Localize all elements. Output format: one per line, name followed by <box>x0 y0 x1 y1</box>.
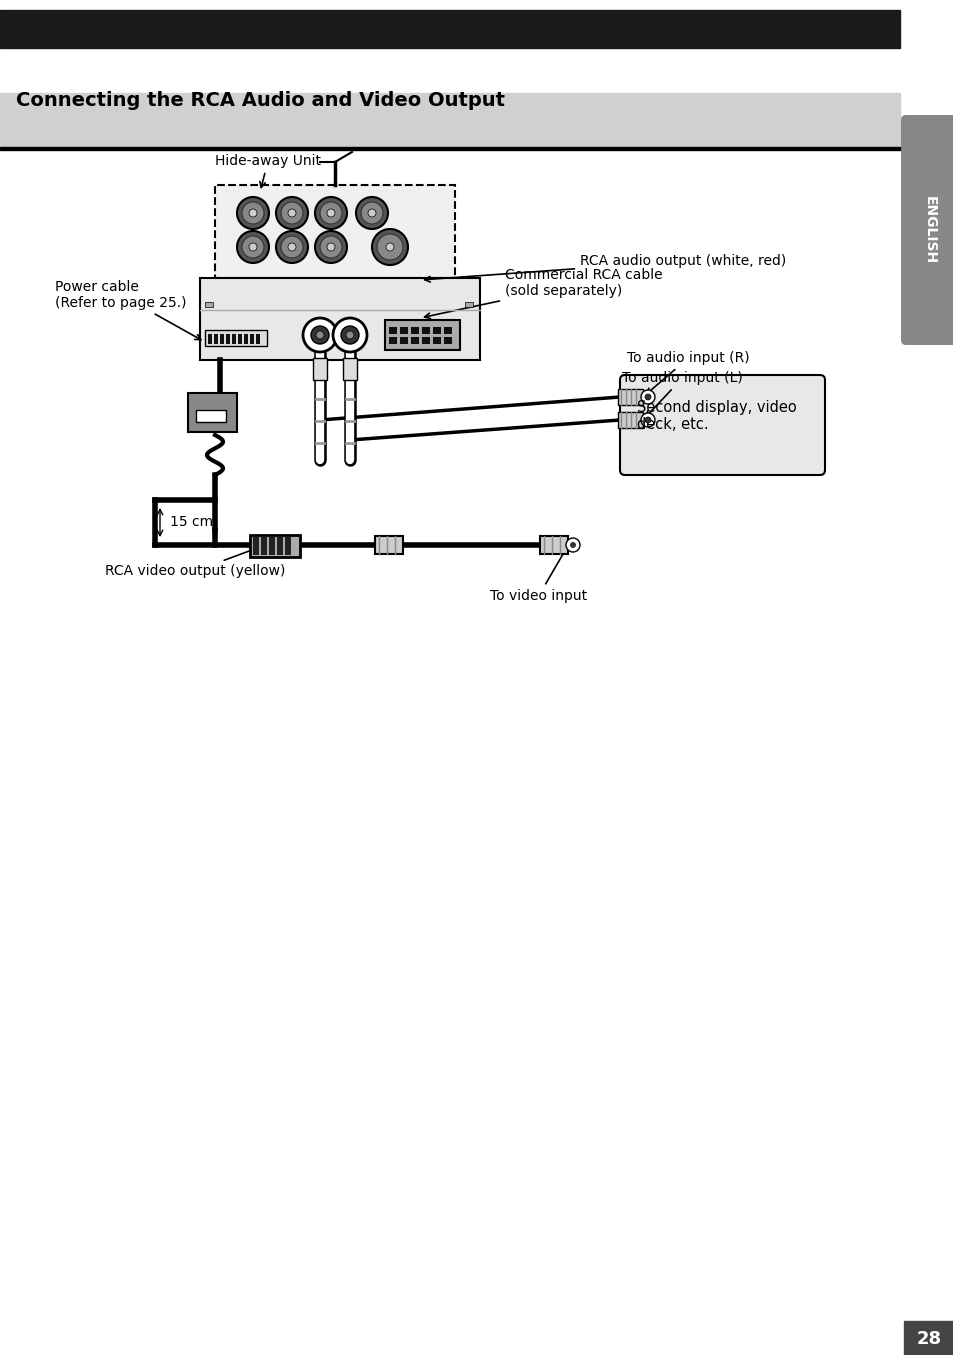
Bar <box>464 302 473 308</box>
Circle shape <box>644 417 650 423</box>
Text: To audio input (L): To audio input (L) <box>621 371 742 416</box>
Bar <box>208 333 212 344</box>
Bar <box>253 537 258 556</box>
Circle shape <box>288 243 295 251</box>
Bar <box>443 327 452 333</box>
Bar <box>421 337 430 344</box>
Circle shape <box>236 196 269 229</box>
Text: 15 cm: 15 cm <box>170 515 213 528</box>
Text: ENGLISH: ENGLISH <box>923 196 936 264</box>
Bar <box>244 333 248 344</box>
Circle shape <box>314 230 347 263</box>
Bar <box>220 333 224 344</box>
Circle shape <box>333 318 367 352</box>
Circle shape <box>275 230 308 263</box>
Circle shape <box>386 243 394 251</box>
Bar <box>411 337 418 344</box>
Circle shape <box>569 542 576 547</box>
Text: Hide-away Unit: Hide-away Unit <box>214 154 320 187</box>
Circle shape <box>319 236 341 257</box>
Bar <box>213 333 218 344</box>
Circle shape <box>281 236 303 257</box>
Bar <box>433 337 440 344</box>
Circle shape <box>640 390 655 404</box>
Bar <box>205 331 267 346</box>
Circle shape <box>319 202 341 224</box>
Circle shape <box>368 209 375 217</box>
Circle shape <box>249 209 256 217</box>
Circle shape <box>376 234 402 260</box>
Circle shape <box>327 243 335 251</box>
Bar <box>250 535 299 557</box>
Circle shape <box>346 331 354 339</box>
Circle shape <box>315 331 324 339</box>
Circle shape <box>314 196 347 229</box>
Circle shape <box>372 229 408 266</box>
Circle shape <box>355 196 388 229</box>
Circle shape <box>281 202 303 224</box>
FancyBboxPatch shape <box>619 375 824 476</box>
Bar <box>205 302 213 308</box>
Bar <box>261 537 267 556</box>
Text: Commercial RCA cable
(sold separately): Commercial RCA cable (sold separately) <box>424 268 662 318</box>
Bar <box>0 146 899 150</box>
Bar <box>618 412 642 428</box>
Text: Power cable
(Refer to page 25.): Power cable (Refer to page 25.) <box>55 279 201 340</box>
Circle shape <box>360 202 382 224</box>
Bar <box>399 337 408 344</box>
Bar <box>375 537 402 554</box>
Text: 28: 28 <box>916 1331 941 1348</box>
Text: To video input: To video input <box>490 541 586 603</box>
Bar <box>255 333 260 344</box>
Bar <box>421 327 430 333</box>
Bar <box>539 537 567 554</box>
Bar <box>389 337 396 344</box>
Circle shape <box>242 202 264 224</box>
Bar <box>411 327 418 333</box>
Circle shape <box>275 196 308 229</box>
Bar <box>399 327 408 333</box>
Circle shape <box>249 243 256 251</box>
Circle shape <box>644 394 650 400</box>
Bar <box>343 358 356 379</box>
Circle shape <box>303 318 336 352</box>
Bar <box>0 93 899 148</box>
Circle shape <box>565 538 579 551</box>
Bar <box>269 537 274 556</box>
Bar <box>443 337 452 344</box>
Bar <box>195 411 226 421</box>
Text: Connecting the RCA Audio and Video Output: Connecting the RCA Audio and Video Outpu… <box>16 91 504 110</box>
Bar <box>276 537 283 556</box>
Bar <box>903 1321 953 1355</box>
Circle shape <box>311 327 329 344</box>
Circle shape <box>236 230 269 263</box>
Bar <box>214 186 455 278</box>
Bar <box>232 333 235 344</box>
FancyBboxPatch shape <box>188 393 236 432</box>
Bar <box>385 320 459 350</box>
Bar <box>313 358 327 379</box>
Bar <box>618 389 642 405</box>
Bar <box>433 327 440 333</box>
Bar <box>285 537 291 556</box>
Circle shape <box>288 209 295 217</box>
Bar <box>226 333 230 344</box>
Circle shape <box>640 413 655 427</box>
Bar <box>200 278 479 360</box>
Text: RCA video output (yellow): RCA video output (yellow) <box>105 547 285 579</box>
Circle shape <box>242 236 264 257</box>
Text: RCA audio output (white, red): RCA audio output (white, red) <box>424 253 785 282</box>
Text: To audio input (R): To audio input (R) <box>626 351 749 394</box>
Circle shape <box>327 209 335 217</box>
Text: Second display, video
deck, etc.: Second display, video deck, etc. <box>637 400 796 432</box>
Bar <box>250 333 253 344</box>
FancyBboxPatch shape <box>900 115 953 346</box>
Bar <box>237 333 242 344</box>
Circle shape <box>340 327 358 344</box>
Bar <box>0 9 899 47</box>
Bar <box>389 327 396 333</box>
